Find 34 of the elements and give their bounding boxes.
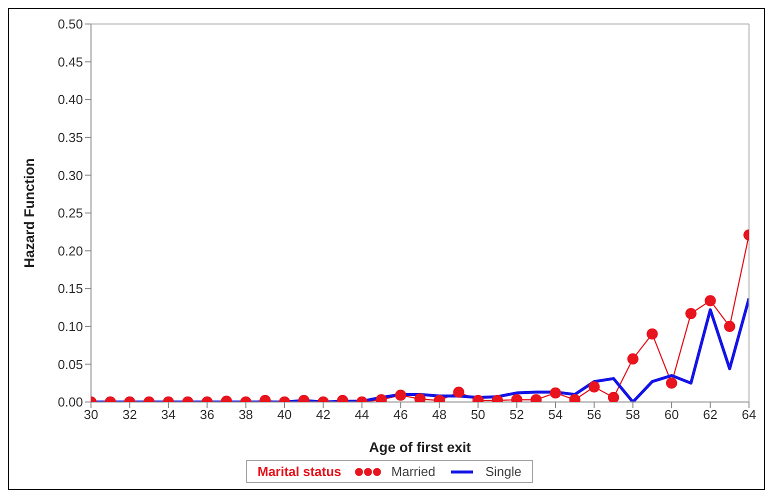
legend-label: Married xyxy=(390,464,436,479)
x-tick-label: 30 xyxy=(84,407,98,422)
x-tick-label: 60 xyxy=(664,407,679,422)
y-tick-label: 0.15 xyxy=(58,281,83,296)
x-tick-label: 36 xyxy=(200,407,214,422)
legend-title: Marital status xyxy=(257,464,342,479)
x-tick-label: 54 xyxy=(548,407,563,422)
y-tick-label: 0.10 xyxy=(58,319,83,334)
x-tick-label: 32 xyxy=(122,407,137,422)
x-axis-title: Age of first exit xyxy=(369,439,472,455)
x-tick-label: 64 xyxy=(742,407,756,422)
y-tick-label: 0.40 xyxy=(58,92,83,108)
y-tick-label: 0.00 xyxy=(58,394,83,410)
x-tick-label: 56 xyxy=(586,407,602,422)
x-tick-label: 48 xyxy=(432,407,447,422)
y-tick-label: 0.45 xyxy=(58,54,83,70)
x-tick-label: 52 xyxy=(510,407,524,422)
x-tick-label: 40 xyxy=(277,407,292,422)
x-tick-label: 46 xyxy=(393,407,408,422)
y-tick-label: 0.05 xyxy=(58,356,83,372)
y-tick-label: 0.25 xyxy=(58,206,83,221)
y-tick-label: 0.35 xyxy=(58,130,83,146)
x-tick-label: 34 xyxy=(161,407,176,422)
legend-label: Single xyxy=(484,464,522,479)
y-tick-label: 0.50 xyxy=(58,16,83,32)
x-tick-label: 62 xyxy=(703,407,718,422)
x-tick-label: 58 xyxy=(626,407,640,422)
x-tick-label: 44 xyxy=(354,407,370,422)
x-tick-label: 42 xyxy=(316,407,330,422)
y-tick-label: 0.30 xyxy=(58,168,83,183)
x-tick-label: 50 xyxy=(470,407,486,422)
y-axis-title: Hazard Function xyxy=(20,158,37,268)
y-tick-label: 0.20 xyxy=(58,243,83,258)
x-tick-label: 38 xyxy=(238,407,254,422)
